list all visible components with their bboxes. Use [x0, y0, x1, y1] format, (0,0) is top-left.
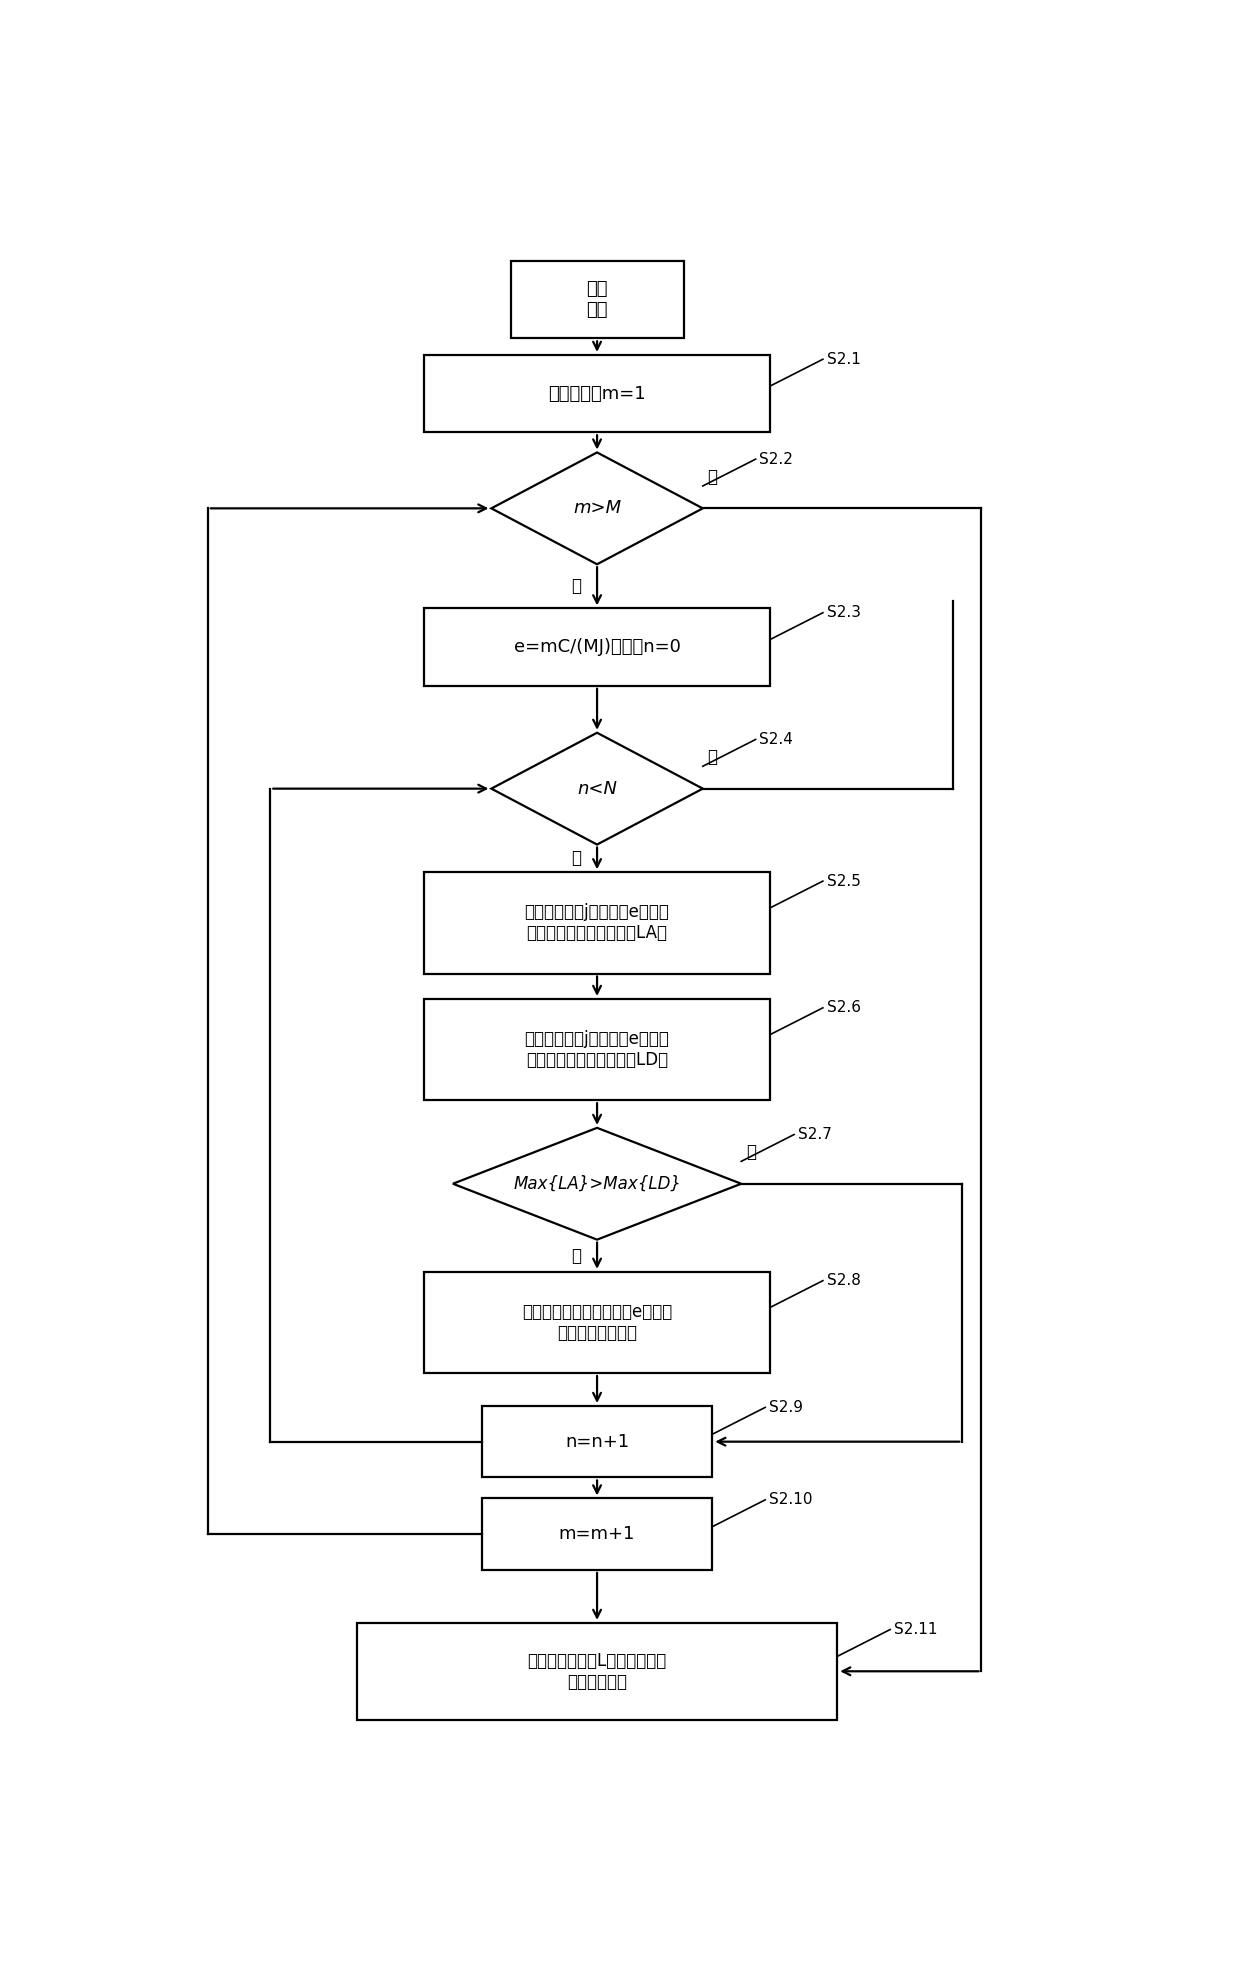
- Text: n<N: n<N: [577, 780, 618, 798]
- Text: 否: 否: [570, 849, 580, 867]
- Text: 是: 是: [708, 749, 718, 766]
- Text: S2.11: S2.11: [894, 1621, 937, 1637]
- FancyBboxPatch shape: [424, 873, 770, 974]
- Polygon shape: [453, 1128, 742, 1240]
- Text: S2.2: S2.2: [759, 452, 794, 466]
- Text: m=m+1: m=m+1: [559, 1525, 635, 1542]
- Text: 获取每个区域j增加预算e后整体
增加的收益，保持到列表LA中: 获取每个区域j增加预算e后整体 增加的收益，保持到列表LA中: [525, 903, 670, 942]
- FancyBboxPatch shape: [424, 356, 770, 433]
- FancyBboxPatch shape: [481, 1406, 713, 1477]
- Text: 否: 否: [570, 1246, 580, 1264]
- Text: n=n+1: n=n+1: [565, 1432, 629, 1452]
- FancyBboxPatch shape: [424, 1272, 770, 1373]
- Text: S2.5: S2.5: [827, 873, 861, 889]
- FancyBboxPatch shape: [481, 1499, 713, 1570]
- Text: 获取每个区域j降低预算e后整体
减少的收益，保持到列表LD中: 获取每个区域j降低预算e后整体 减少的收益，保持到列表LD中: [525, 1031, 670, 1068]
- FancyBboxPatch shape: [511, 261, 683, 338]
- Text: 是: 是: [746, 1144, 756, 1161]
- Text: S2.6: S2.6: [827, 999, 861, 1015]
- Text: 在对应的区域间移动预算e，并更
新各区域的资源量: 在对应的区域间移动预算e，并更 新各区域的资源量: [522, 1304, 672, 1341]
- Polygon shape: [491, 733, 703, 845]
- Text: 否: 否: [570, 577, 580, 594]
- Text: S2.9: S2.9: [769, 1400, 804, 1414]
- Text: 初始化：令m=1: 初始化：令m=1: [548, 385, 646, 403]
- Text: S2.3: S2.3: [827, 604, 861, 620]
- FancyBboxPatch shape: [424, 608, 770, 685]
- Text: 算法
输入: 算法 输入: [587, 280, 608, 320]
- Text: S2.8: S2.8: [827, 1274, 861, 1288]
- Text: 将各区域资源量L作为近似最优
解输出并返回: 将各区域资源量L作为近似最优 解输出并返回: [527, 1651, 667, 1691]
- Text: S2.1: S2.1: [827, 352, 861, 367]
- Text: 是: 是: [708, 468, 718, 486]
- Polygon shape: [491, 452, 703, 565]
- FancyBboxPatch shape: [357, 1623, 837, 1720]
- Text: Max{LA}>Max{LD}: Max{LA}>Max{LD}: [513, 1175, 681, 1193]
- Text: S2.10: S2.10: [769, 1493, 812, 1507]
- Text: S2.7: S2.7: [797, 1128, 832, 1142]
- Text: m>M: m>M: [573, 500, 621, 517]
- Text: S2.4: S2.4: [759, 733, 794, 747]
- FancyBboxPatch shape: [424, 999, 770, 1100]
- Text: e=mC/(MJ)，并令n=0: e=mC/(MJ)，并令n=0: [513, 638, 681, 656]
